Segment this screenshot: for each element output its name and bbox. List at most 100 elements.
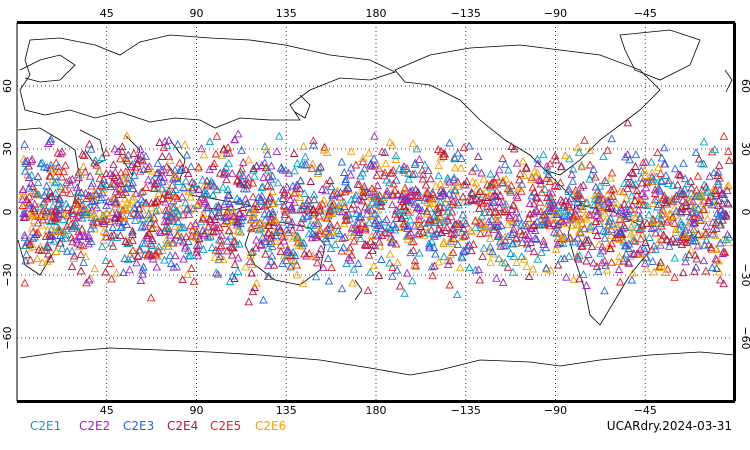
observation-marker [59,214,68,223]
observation-marker [459,231,469,240]
observation-marker [44,207,53,216]
observation-marker [338,233,347,242]
observation-marker [205,214,215,223]
observation-marker [314,167,323,176]
observation-marker [369,261,379,270]
observation-marker [631,150,641,159]
observation-marker [42,163,52,171]
observation-marker [575,251,584,260]
observation-marker [717,210,726,219]
observation-marker [339,242,348,251]
observation-marker [528,183,537,192]
observation-marker [430,231,439,240]
observation-marker [423,228,433,237]
observation-marker [446,250,455,259]
observation-marker [391,155,401,163]
observation-marker [234,169,244,178]
observation-marker [641,157,650,166]
observation-marker [120,253,129,262]
observation-marker [565,210,574,219]
observation-marker [683,179,692,188]
observation-marker [463,197,472,206]
observation-marker [453,239,463,248]
observation-marker [522,162,531,171]
observation-marker [539,240,548,249]
observation-marker [307,233,317,242]
observation-marker [172,206,182,215]
observation-marker [696,158,706,167]
observation-marker [440,216,450,225]
observation-marker [539,236,548,245]
observation-marker [76,240,85,249]
observation-marker [537,247,546,256]
observation-marker [295,205,305,214]
observation-marker [675,170,685,179]
observation-marker [670,237,680,246]
observation-marker [319,145,329,154]
observation-marker [626,205,635,214]
observation-marker [40,190,49,199]
observation-marker [263,165,273,174]
observation-marker [425,243,434,252]
observation-marker [711,190,721,199]
observation-marker [164,239,174,247]
observation-marker [470,216,480,225]
observation-marker [724,156,734,165]
observation-marker [448,247,458,256]
bottom-axis-bar [17,400,735,403]
observation-marker [621,249,631,258]
observation-marker [151,248,161,257]
observation-marker [475,187,485,195]
observation-marker [518,156,528,165]
observation-marker [371,199,381,208]
observation-marker [44,139,53,147]
observation-marker [276,164,286,173]
observation-marker [248,287,258,296]
observation-marker [449,182,458,191]
observation-marker [694,230,703,238]
observation-marker [542,206,552,215]
observation-marker [492,192,502,201]
observation-marker [647,168,657,177]
observation-marker [282,182,292,191]
observation-marker [217,241,226,250]
observation-marker [692,185,701,194]
longitude-tick-label: 135 [276,7,297,20]
observation-marker [450,228,459,237]
observation-marker [481,223,490,231]
observation-marker [308,229,317,238]
observation-marker [370,131,379,140]
observation-marker [642,253,652,262]
observation-marker [211,268,221,277]
observation-marker [485,190,494,198]
observation-marker [90,264,100,273]
observation-marker [192,247,201,256]
longitude-tick-label: −90 [544,404,567,417]
observation-marker [597,258,607,267]
observation-marker [121,167,131,176]
observation-marker [266,211,276,220]
observation-marker [292,180,302,189]
observation-marker [459,224,468,233]
observation-marker [61,199,71,208]
observation-marker [512,218,521,227]
observation-marker [668,196,678,205]
observation-marker [527,172,537,181]
observation-marker [267,230,276,239]
observation-marker [290,256,300,265]
observation-marker [655,262,665,271]
observation-marker [151,197,160,206]
observation-marker [460,247,469,256]
observation-marker [233,266,243,275]
observation-marker [670,272,679,281]
observation-marker [651,244,660,253]
observation-marker [138,156,148,165]
observation-marker [367,161,377,170]
observation-marker [293,233,302,242]
observation-marker [626,229,636,238]
observation-marker [517,186,526,195]
observation-marker [612,199,622,208]
observation-marker [335,229,344,238]
observation-marker [676,204,686,212]
observation-marker [237,164,247,173]
